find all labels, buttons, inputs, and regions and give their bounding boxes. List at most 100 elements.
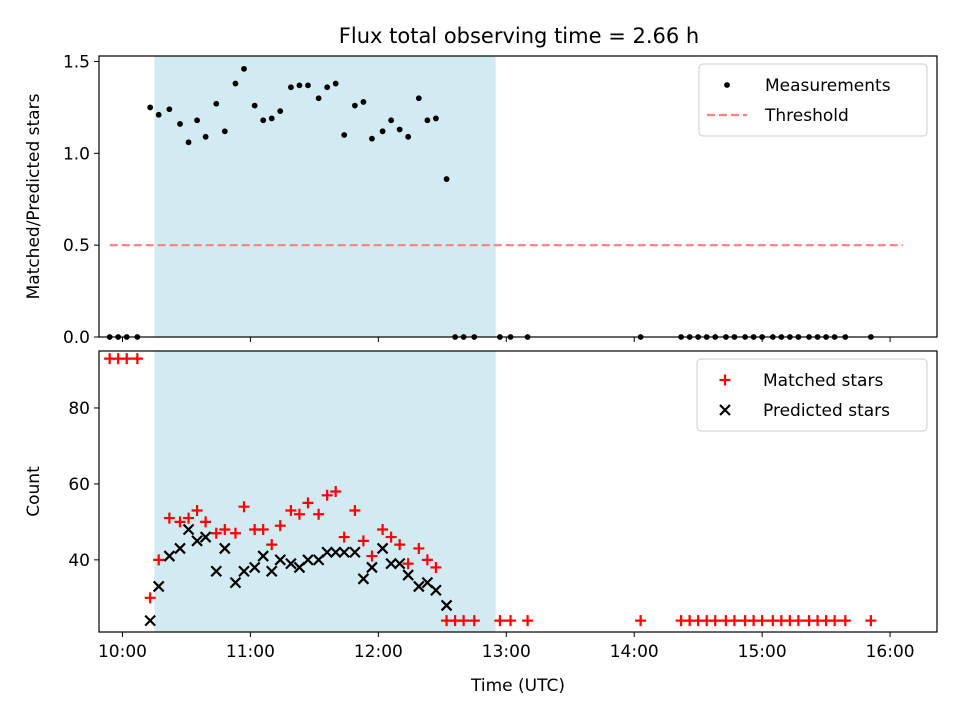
count-series-0-point (144, 592, 156, 604)
count-series-0-point (302, 497, 314, 509)
count-series-0-point (200, 516, 212, 528)
count-series-0-point (131, 353, 143, 365)
ratio-series-0-point (213, 100, 220, 107)
ratio-legend-label: Measurements (765, 76, 891, 96)
x-tick-label: 13:00 (482, 642, 531, 662)
count-series-1-point (238, 565, 250, 578)
count-series-0-point (153, 554, 165, 566)
ratio-series-0-point (268, 115, 275, 122)
count-legend-swatch (719, 404, 731, 416)
ratio-series-0-point (315, 95, 322, 102)
count-series-0-point (257, 523, 269, 535)
ratio-legend-box (698, 63, 928, 137)
ratio-series-0-point (443, 176, 450, 182)
ratio-y-tick-label: 1.0 (63, 144, 90, 164)
ratio-series-0-point (241, 65, 247, 72)
panel-ratio: 0.0 0.5 1.0 1.5 Matched/Predicted stars Measu… (24, 53, 938, 348)
count-series-1-point (163, 550, 176, 562)
count-series-1-point (338, 546, 350, 559)
ratio-series-0-point (305, 82, 311, 89)
ratio-series-0-point (405, 133, 412, 140)
count-series-0-point (413, 542, 425, 554)
x-axis-label: Time (UTC) (470, 676, 565, 696)
count-series-0-point (839, 615, 851, 627)
x-tick-label: 14:00 (610, 642, 659, 662)
count-series-1-point (440, 599, 453, 612)
count-series-1-point (191, 535, 203, 547)
ratio-y-tick-label: 0.0 (63, 328, 90, 348)
count-series-1-point (430, 584, 442, 597)
count-y-tick-label: 60 (68, 475, 90, 495)
count-series-1-point (229, 576, 242, 589)
ratio-series-0-point (332, 80, 339, 87)
ratio-shaded-span (154, 56, 496, 337)
ratio-series-0-point (221, 128, 228, 135)
count-series-0-point (522, 615, 534, 627)
count-series-0-point (219, 523, 231, 535)
count-series-1-point (144, 614, 156, 627)
ratio-series-0-point (415, 95, 422, 102)
count-series-1-point (385, 557, 397, 570)
ratio-series-0-point (147, 104, 154, 111)
count-series-0-point (174, 516, 186, 528)
ratio-series-0-point (177, 121, 183, 127)
ratio-y-tick-label: 0.5 (63, 236, 90, 256)
count-series-1-point (199, 531, 212, 543)
count-series-1-point (182, 523, 195, 536)
count-series-0-point (394, 539, 406, 551)
ratio-series-0-point (351, 102, 358, 109)
count-y-tick-label: 80 (68, 399, 90, 419)
count-series-1-point (302, 554, 314, 566)
count-series-0-point (421, 554, 433, 566)
count-series-0-point (349, 504, 361, 516)
count-series-0-point (293, 508, 305, 520)
count-series-0-point (792, 615, 804, 627)
count-series-1-point (393, 557, 406, 570)
ratio-legend-swatch (724, 82, 730, 88)
x-tick-label: 16:00 (866, 642, 915, 662)
count-series-0-point (829, 615, 841, 627)
count-series-0-point (756, 615, 768, 627)
count-legend-label: Predicted stars (763, 401, 890, 421)
ratio-series-0-point (433, 115, 439, 122)
ratio-series-0-point (360, 99, 367, 105)
x-tick-label: 15:00 (738, 642, 787, 662)
count-series-0-point (385, 531, 397, 543)
count-series-1-point (219, 542, 231, 555)
ratio-axes-frame (98, 55, 938, 338)
count-series-0-point (728, 615, 740, 627)
ratio-series-0-point (251, 102, 258, 109)
count-series-1-point (321, 546, 333, 559)
ratio-series-0-point (185, 139, 192, 146)
ratio-series-0-point (260, 117, 267, 124)
count-series-0-point (163, 512, 175, 524)
ratio-series-0-point (379, 128, 386, 135)
count-series-1-point (265, 565, 278, 578)
x-tick-label: 11:00 (226, 642, 275, 662)
ratio-series-0-point (296, 82, 303, 89)
ratio-series-0-point (288, 84, 294, 91)
count-series-1-point (210, 565, 223, 578)
count-series-0-point (709, 615, 721, 627)
ratio-series-0-point (324, 84, 331, 91)
count-legend-box (696, 358, 928, 432)
ratio-series-0-point (341, 132, 348, 138)
count-legend-label: Matched stars (763, 371, 883, 391)
count-series-0-point (865, 615, 877, 627)
ratio-series-0-point (155, 111, 162, 118)
count-series-0-point (229, 527, 241, 539)
count-series-0-point (313, 508, 325, 520)
count-series-0-point (505, 615, 517, 627)
x-tick-label: 10:00 (98, 642, 147, 662)
ratio-series-0-point (277, 108, 284, 114)
count-series-1-point (285, 557, 297, 570)
count-series-0-point (366, 550, 378, 562)
ratio-series-0-point (396, 126, 403, 133)
count-series-0-point (210, 527, 222, 539)
count-series-1-point (248, 561, 261, 574)
count-series-0-point (121, 353, 133, 365)
count-series-0-point (321, 489, 333, 501)
count-series-0-point (274, 520, 286, 532)
count-series-0-point (494, 615, 506, 627)
count-series-1-point (257, 550, 269, 562)
